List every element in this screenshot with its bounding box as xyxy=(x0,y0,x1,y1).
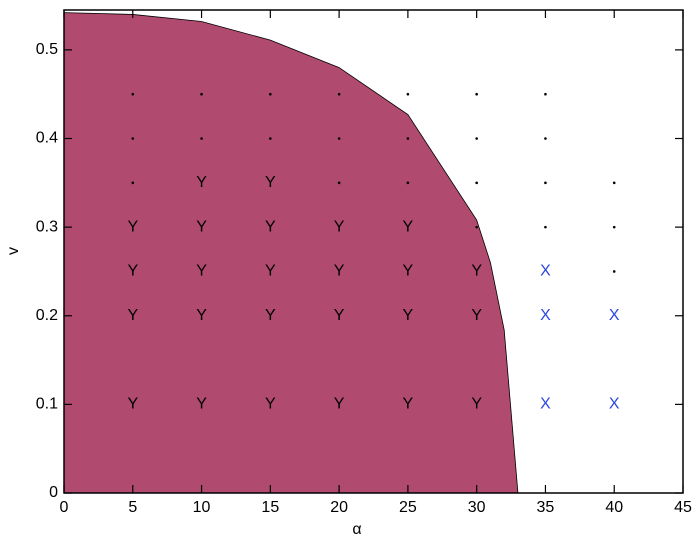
point xyxy=(544,181,547,185)
point xyxy=(131,137,135,140)
y-tick-label: 0.1 xyxy=(36,396,58,413)
y-tick-label: 0.2 xyxy=(36,307,58,324)
point-marker: Y xyxy=(265,263,276,280)
point-marker: Y xyxy=(403,396,414,413)
point xyxy=(544,92,547,96)
region xyxy=(63,12,519,494)
point xyxy=(475,181,478,185)
y-tick-label: 0.4 xyxy=(36,130,58,147)
x-tick-label: 20 xyxy=(330,499,348,516)
point-marker: Y xyxy=(127,307,138,324)
point-marker: Y xyxy=(334,218,345,235)
point xyxy=(337,137,341,140)
point xyxy=(337,181,341,185)
point-marker: Y xyxy=(471,263,482,280)
point-marker: Y xyxy=(265,174,276,191)
point-marker: Y xyxy=(127,396,138,413)
point-marker: Y xyxy=(265,396,276,413)
point-marker: Y xyxy=(196,218,207,235)
y-tick-label: 0.5 xyxy=(36,41,58,58)
y-tick-label: 0 xyxy=(49,484,58,501)
x-tick-label: 25 xyxy=(399,499,417,516)
point-marker: Y xyxy=(196,307,207,324)
x-tick-label: 10 xyxy=(193,499,211,516)
point-marker: Y xyxy=(471,396,482,413)
point-marker: Y xyxy=(403,218,414,235)
point xyxy=(406,137,410,140)
point-marker: Y xyxy=(196,174,207,191)
point-marker: X xyxy=(609,396,620,413)
point-marker: X xyxy=(540,307,551,324)
point-marker: Y xyxy=(265,307,276,324)
point xyxy=(406,181,410,185)
point xyxy=(131,181,135,185)
x-tick-label: 40 xyxy=(605,499,623,516)
point-marker: Y xyxy=(196,396,207,413)
point xyxy=(200,92,203,96)
point xyxy=(337,92,341,96)
point xyxy=(544,137,547,140)
point-marker: Y xyxy=(334,396,345,413)
point xyxy=(269,137,272,140)
x-tick-label: 0 xyxy=(60,499,69,516)
point-marker: Y xyxy=(403,307,414,324)
point xyxy=(544,225,547,229)
point xyxy=(612,181,616,185)
y-tick-label: 0.3 xyxy=(36,218,58,235)
x-tick-label: 15 xyxy=(261,499,279,516)
x-tick-label: 5 xyxy=(128,499,137,516)
plot-frame xyxy=(63,9,684,494)
point-marker: Y xyxy=(471,307,482,324)
point-marker: Y xyxy=(127,263,138,280)
point-marker: Y xyxy=(334,263,345,280)
x-tick-label: 45 xyxy=(674,499,692,516)
point-marker: Y xyxy=(403,263,414,280)
y-axis-label: v xyxy=(5,247,22,255)
x-tick-label: 35 xyxy=(537,499,555,516)
point xyxy=(200,137,203,140)
point-marker: X xyxy=(609,307,620,324)
point-marker: X xyxy=(540,396,551,413)
point-marker: Y xyxy=(127,218,138,235)
point xyxy=(475,225,478,229)
point xyxy=(131,92,135,96)
point xyxy=(475,92,478,96)
point-marker: X xyxy=(540,263,551,280)
point xyxy=(612,270,616,273)
point-marker: Y xyxy=(265,218,276,235)
point-marker: Y xyxy=(196,263,207,280)
x-tick-label: 30 xyxy=(468,499,486,516)
point xyxy=(269,92,272,96)
point xyxy=(612,225,616,229)
x-axis-label: α xyxy=(352,521,361,538)
point-marker: Y xyxy=(334,307,345,324)
point xyxy=(475,137,478,140)
point xyxy=(406,92,410,96)
